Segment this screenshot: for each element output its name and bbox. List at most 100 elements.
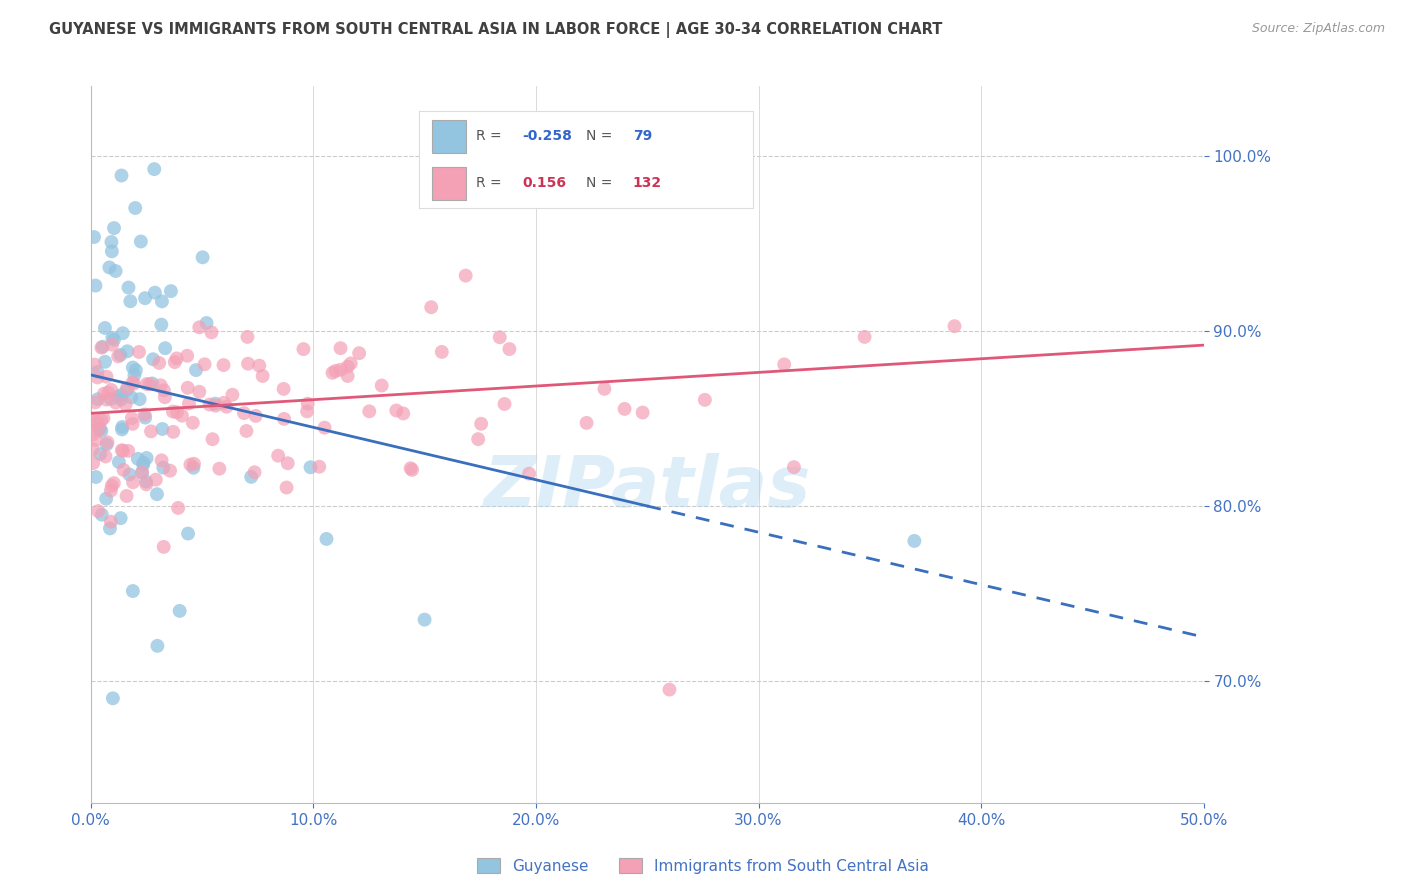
Point	[177, 526, 200, 541]
Point	[90, 508, 112, 522]
Point	[83, 358, 105, 372]
Point	[498, 342, 520, 356]
Point	[308, 459, 330, 474]
Point	[101, 331, 124, 345]
Point	[134, 291, 156, 305]
Point	[108, 455, 131, 469]
Point	[110, 348, 132, 362]
Point	[392, 407, 415, 421]
Point	[183, 460, 205, 475]
Point	[104, 395, 127, 409]
Point	[204, 397, 226, 411]
Point	[235, 424, 257, 438]
Point	[243, 465, 266, 479]
Point	[277, 456, 299, 470]
Point	[267, 449, 290, 463]
Text: ZIPatlas: ZIPatlas	[484, 453, 811, 523]
Point	[145, 473, 167, 487]
Point	[101, 337, 124, 351]
Point	[93, 411, 115, 425]
Point	[773, 358, 796, 372]
Point	[115, 383, 138, 397]
Point	[150, 422, 173, 436]
Point	[87, 392, 110, 407]
Point	[853, 330, 876, 344]
Point	[163, 355, 186, 369]
Point	[101, 244, 124, 259]
Point	[201, 432, 224, 446]
Point	[135, 377, 157, 392]
Point	[240, 470, 263, 484]
Point	[943, 319, 966, 334]
Point	[124, 368, 146, 383]
Point	[84, 470, 107, 484]
Point	[100, 515, 122, 529]
Point	[96, 369, 118, 384]
Point	[84, 395, 107, 409]
Point	[631, 406, 654, 420]
Point	[100, 479, 122, 493]
Point	[132, 456, 155, 470]
Point	[82, 427, 104, 442]
Point	[233, 406, 256, 420]
Point	[98, 521, 121, 535]
Point	[107, 350, 129, 364]
Point	[252, 368, 274, 383]
Point	[142, 352, 165, 367]
Point	[299, 460, 322, 475]
Point	[166, 405, 188, 419]
Point	[204, 399, 226, 413]
Point	[212, 358, 235, 372]
Point	[150, 294, 173, 309]
Point	[90, 341, 112, 355]
Point	[90, 424, 112, 438]
Point	[131, 466, 153, 480]
Point	[454, 268, 477, 283]
Point	[517, 467, 540, 481]
Point	[134, 410, 156, 425]
Point	[129, 235, 152, 249]
Point	[153, 384, 176, 398]
Point	[166, 351, 188, 366]
Point	[107, 389, 129, 403]
Point	[276, 481, 298, 495]
Point	[150, 318, 173, 332]
Point	[315, 532, 337, 546]
Point	[121, 411, 143, 425]
Point	[100, 235, 122, 249]
Point	[131, 466, 153, 480]
Point	[467, 432, 489, 446]
Point	[82, 442, 104, 457]
Point	[110, 511, 132, 525]
Point	[91, 340, 114, 354]
Point	[112, 463, 135, 477]
Point	[339, 356, 361, 370]
Point	[160, 284, 183, 298]
Point	[359, 404, 381, 418]
Point	[430, 345, 453, 359]
Point	[87, 423, 110, 437]
Point	[292, 342, 315, 356]
Point	[96, 435, 118, 450]
Point	[236, 330, 259, 344]
Point	[221, 388, 243, 402]
Point	[103, 221, 125, 235]
Point	[135, 475, 157, 489]
Point	[90, 413, 112, 427]
Point	[783, 460, 806, 475]
Point	[115, 489, 138, 503]
Point	[98, 260, 121, 275]
Point	[321, 366, 343, 380]
Text: Source: ZipAtlas.com: Source: ZipAtlas.com	[1251, 22, 1385, 36]
Point	[87, 504, 110, 518]
Point	[117, 443, 139, 458]
Point	[121, 360, 143, 375]
Point	[153, 390, 176, 404]
Point	[148, 356, 170, 370]
Point	[89, 447, 111, 461]
Point	[181, 416, 204, 430]
Point	[84, 433, 107, 447]
Point	[194, 357, 217, 371]
Point	[103, 476, 125, 491]
Point	[273, 412, 295, 426]
